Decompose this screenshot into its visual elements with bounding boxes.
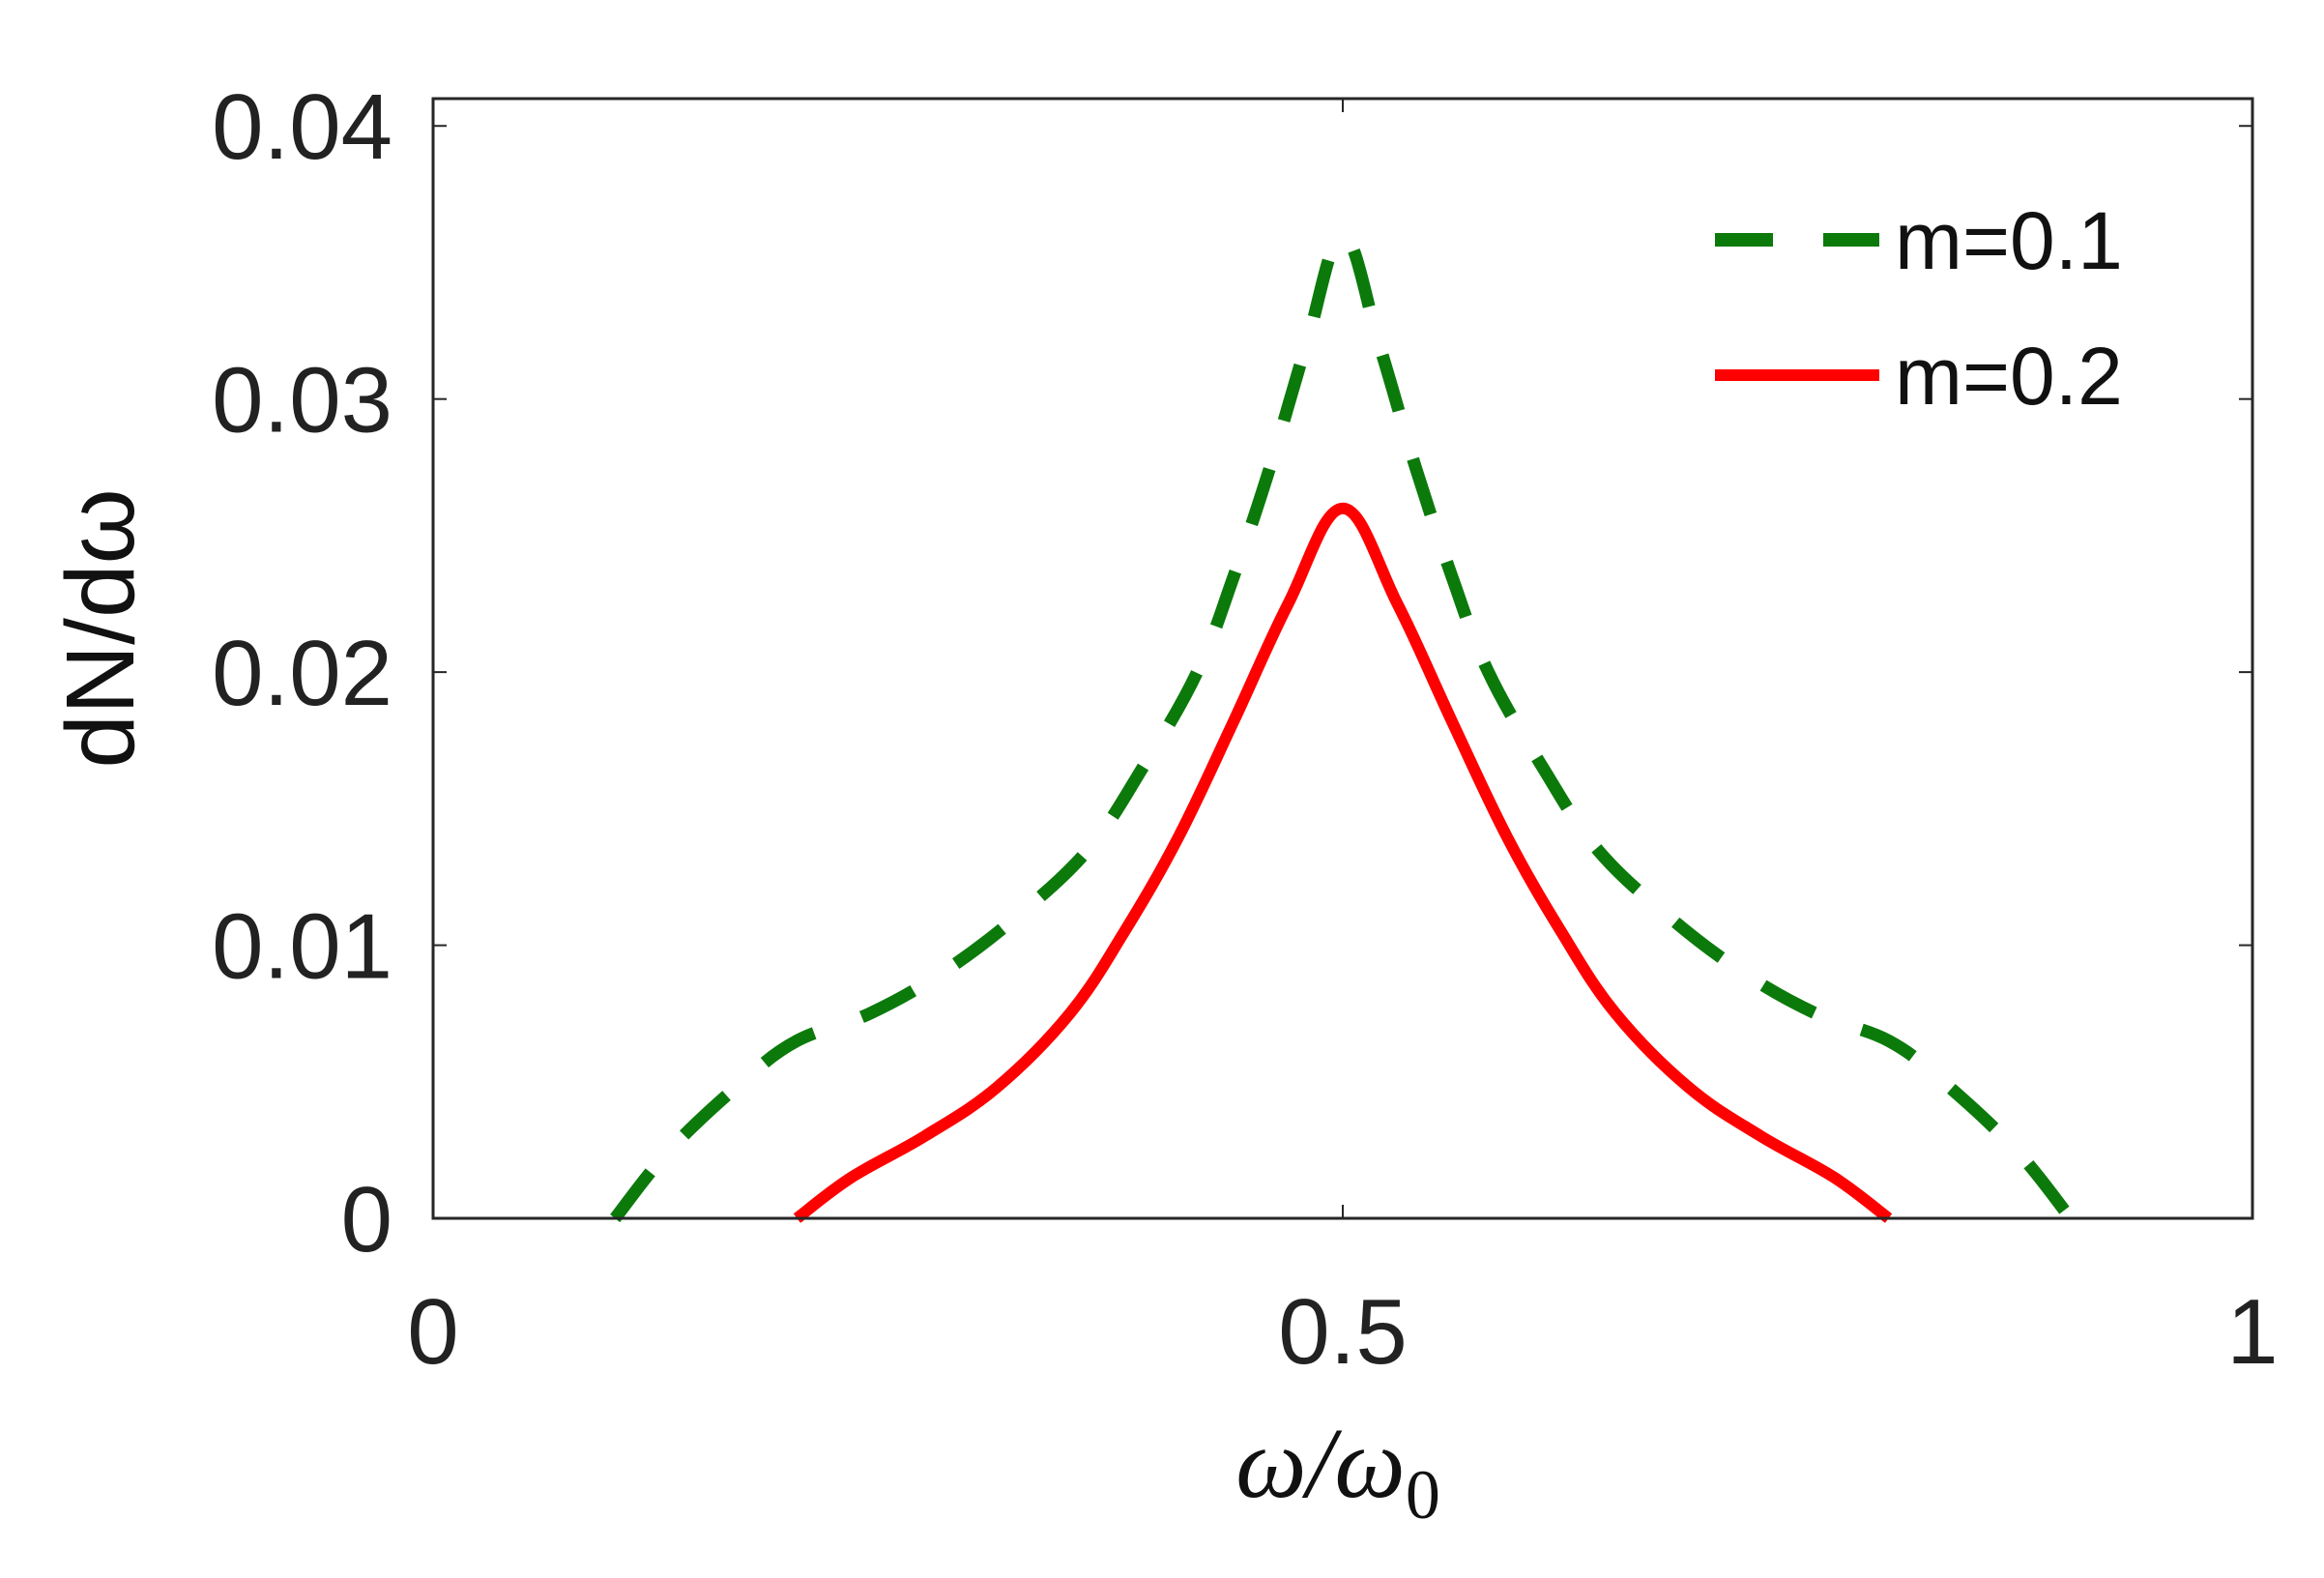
data-point-m02-6	[1178, 835, 1179, 836]
x-axis-label-subscript: 0	[1406, 1456, 1440, 1534]
data-point-m01-17	[1488, 672, 1489, 673]
data-point-m01-14	[1379, 344, 1380, 345]
legend: m=0.1 m=0.2	[1715, 195, 2123, 422]
data-point-m01-16	[1451, 576, 1452, 577]
y-tick-label: 0.04	[212, 75, 392, 179]
x-tick-labels: 0 0.5 1	[407, 1280, 2278, 1384]
y-tick-labels: 0 0.01 0.02 0.03 0.04	[212, 75, 392, 1271]
data-point-m01-5	[943, 972, 944, 973]
x-axis-label-main: ω/ω	[1235, 1408, 1406, 1519]
x-tick-label: 0	[407, 1280, 458, 1384]
data-point-m02-5	[1124, 931, 1125, 932]
data-point-m01-18	[1543, 768, 1544, 769]
y-axis-label: dN/dω	[46, 488, 155, 768]
data-point-m01-13	[1343, 235, 1344, 236]
y-tick-label: 0.02	[212, 622, 392, 725]
data-point-m01-19	[1597, 849, 1598, 850]
data-point-m01-3	[797, 1040, 798, 1041]
data-point-m02-10	[1397, 603, 1398, 604]
data-point-m01-25	[2016, 1150, 2017, 1151]
data-point-m02-11	[1451, 721, 1452, 722]
x-tick-label: 0.5	[1278, 1280, 1407, 1384]
legend-label-m01: m=0.1	[1895, 195, 2123, 286]
data-point-m02-4	[1069, 1013, 1070, 1014]
data-point-m01-10	[1234, 576, 1235, 577]
data-point-m02-7	[1234, 721, 1235, 722]
data-point-m02-13	[1560, 931, 1561, 932]
data-point-m01-8	[1143, 768, 1144, 769]
data-point-m02-12	[1506, 835, 1507, 836]
data-point-m02-9	[1343, 508, 1344, 509]
data-point-m02-16	[1760, 1136, 1761, 1137]
data-point-m02-3	[997, 1087, 998, 1088]
x-axis-label: ω/ω0	[1235, 1408, 1440, 1534]
x-tick-label: 1	[2226, 1280, 2278, 1384]
data-point-m01-9	[1197, 672, 1198, 673]
legend-label-m02: m=0.2	[1895, 331, 2123, 422]
data-point-m02-15	[1688, 1087, 1689, 1088]
data-point-m01-6	[1015, 918, 1016, 919]
data-point-m01-2	[741, 1081, 742, 1082]
data-point-m01-12	[1306, 344, 1307, 345]
data-point-m01-21	[1743, 972, 1744, 973]
data-point-m02-1	[851, 1177, 852, 1178]
series-line-m02	[793, 502, 1893, 1223]
data-point-m01-15	[1415, 467, 1416, 468]
data-point-m01-1	[669, 1150, 670, 1151]
data-point-m02-17	[1834, 1177, 1835, 1178]
y-tick-label: 0.01	[212, 895, 392, 999]
plot-frame	[431, 97, 2254, 1220]
data-layer	[610, 228, 2076, 1223]
data-point-m02-14	[1615, 1013, 1616, 1014]
data-point-m01-4	[869, 1013, 870, 1014]
data-point-m01-23	[1888, 1040, 1889, 1041]
y-tick-label: 0	[341, 1168, 392, 1271]
series-line-m01	[610, 228, 2076, 1223]
data-point-m02-2	[924, 1136, 925, 1137]
y-tick-label: 0.03	[212, 349, 392, 453]
data-point-m02-8	[1288, 603, 1289, 604]
data-point-m01-7	[1088, 849, 1089, 850]
data-point-m01-11	[1269, 467, 1270, 468]
data-point-m01-24	[1943, 1081, 1944, 1082]
